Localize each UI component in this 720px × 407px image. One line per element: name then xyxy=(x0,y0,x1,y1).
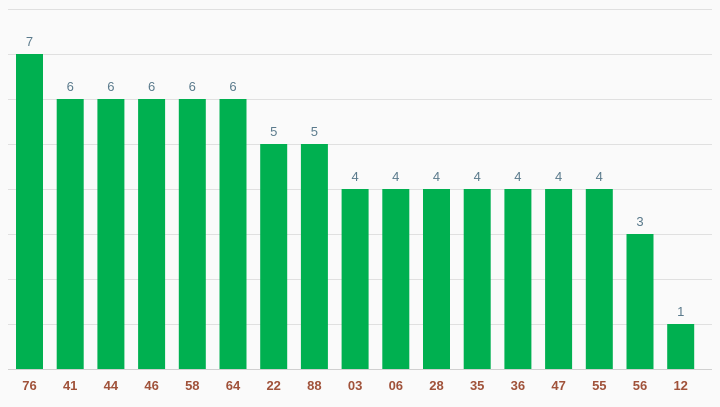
x-tick-label: 22 xyxy=(266,378,280,393)
bar[interactable] xyxy=(300,144,328,369)
bar[interactable] xyxy=(97,99,125,369)
x-tick-label: 55 xyxy=(592,378,606,393)
x-tick-label: 35 xyxy=(470,378,484,393)
bar-value-label: 4 xyxy=(596,169,603,184)
x-tick-label: 76 xyxy=(22,378,36,393)
x-tick-label: 36 xyxy=(511,378,525,393)
bar[interactable] xyxy=(178,99,206,369)
bar[interactable] xyxy=(667,324,695,369)
x-tick-label: 47 xyxy=(551,378,565,393)
x-tick-label: 56 xyxy=(633,378,647,393)
bar[interactable] xyxy=(423,189,450,369)
x-tick-label: 03 xyxy=(348,378,362,393)
bar-value-label: 6 xyxy=(189,79,196,94)
bar[interactable] xyxy=(260,144,288,369)
bar[interactable] xyxy=(504,189,532,369)
bar-value-label: 3 xyxy=(636,214,643,229)
x-tick-label: 28 xyxy=(429,378,443,393)
bar-value-label: 6 xyxy=(107,79,114,94)
x-axis-tick-labels: 76 41 44 46 58 64 22 88 03 06 28 35 36 47 55 56 12 xyxy=(22,378,688,393)
bar[interactable] xyxy=(219,99,247,369)
bar[interactable] xyxy=(382,189,410,369)
bar[interactable] xyxy=(626,234,654,369)
x-tick-label: 41 xyxy=(63,378,77,393)
bar-value-label: 4 xyxy=(555,169,562,184)
bar-value-label: 4 xyxy=(351,169,358,184)
x-tick-label: 58 xyxy=(185,378,199,393)
x-tick-label: 46 xyxy=(144,378,158,393)
bar[interactable] xyxy=(545,189,573,369)
bar-value-labels: 7 6 6 6 6 6 5 5 4 4 4 4 4 4 4 3 1 xyxy=(26,34,684,319)
bar[interactable] xyxy=(341,189,369,369)
x-tick-label: 44 xyxy=(104,378,119,393)
bar-value-label: 4 xyxy=(474,169,481,184)
bar-value-label: 4 xyxy=(514,169,521,184)
x-tick-label: 06 xyxy=(389,378,403,393)
bar-value-label: 5 xyxy=(270,124,277,139)
bar-value-label: 1 xyxy=(677,304,684,319)
x-tick-label: 64 xyxy=(226,378,241,393)
x-tick-label: 88 xyxy=(307,378,321,393)
bar-value-label: 6 xyxy=(229,79,236,94)
bar-value-label: 6 xyxy=(148,79,155,94)
bar[interactable] xyxy=(16,54,43,369)
bar[interactable] xyxy=(138,99,166,369)
bar[interactable] xyxy=(585,189,613,369)
bar-value-label: 4 xyxy=(433,169,440,184)
bar-value-label: 5 xyxy=(311,124,318,139)
bar[interactable] xyxy=(56,99,84,369)
bar-value-label: 6 xyxy=(67,79,74,94)
x-tick-label: 12 xyxy=(673,378,687,393)
bar-value-label: 4 xyxy=(392,169,399,184)
bar[interactable] xyxy=(463,189,491,369)
bar-value-label: 7 xyxy=(26,34,33,49)
bars xyxy=(16,54,695,369)
